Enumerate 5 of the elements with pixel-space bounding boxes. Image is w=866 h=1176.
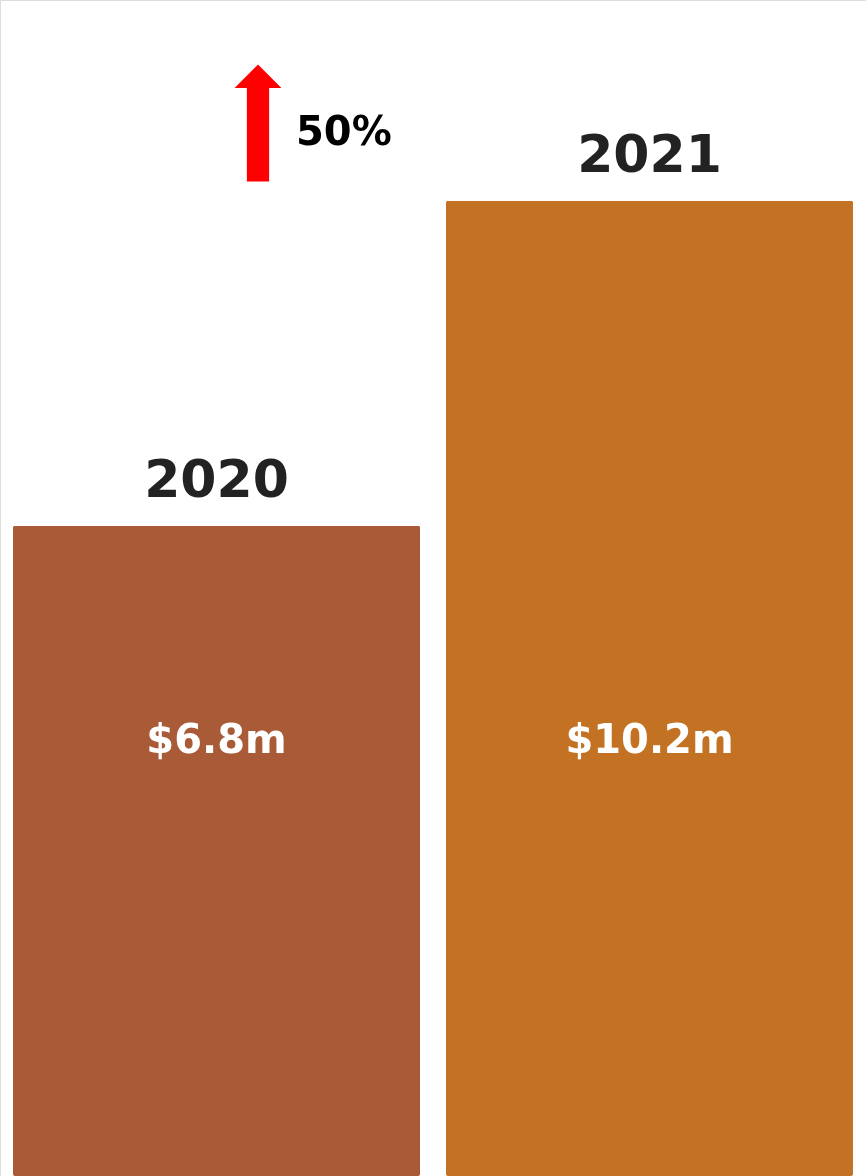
x-tick-label: 2021 [577, 123, 722, 184]
data-label: $6.8m [146, 715, 287, 762]
data-label: $10.2m [565, 715, 734, 762]
x-tick-label: 2020 [144, 448, 289, 509]
annotation: 50% [296, 108, 392, 154]
